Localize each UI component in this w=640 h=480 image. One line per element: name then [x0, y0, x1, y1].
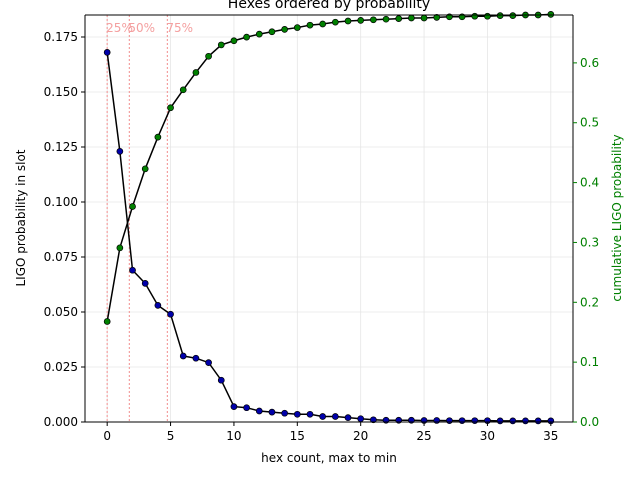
data-point-cumulative	[433, 14, 441, 21]
data-point-probability	[103, 49, 111, 56]
y2-axis-label: cumulative LIGO probability	[610, 134, 624, 301]
x-tick-label: 5	[167, 429, 175, 443]
data-point-cumulative	[255, 30, 263, 38]
data-point-cumulative	[281, 26, 288, 33]
data-point-probability	[217, 376, 225, 384]
data-point-cumulative	[395, 15, 403, 22]
data-point-cumulative	[116, 244, 124, 252]
series-line-cumulative	[106, 13, 551, 322]
y2-tick-label: 0.1	[580, 355, 599, 369]
y-tick-label: 0.000	[44, 415, 78, 429]
x-tick-label: 0	[103, 429, 111, 443]
data-point-probability	[344, 414, 352, 421]
data-point-probability	[205, 359, 212, 366]
data-point-probability	[534, 417, 542, 425]
data-point-probability	[509, 417, 517, 425]
data-point-probability	[154, 302, 162, 309]
y-axis-label: LIGO probability in slot	[14, 149, 28, 286]
data-point-cumulative	[293, 24, 301, 31]
data-point-probability	[268, 408, 276, 416]
data-point-cumulative	[129, 203, 136, 210]
y2-tick-label: 0.4	[580, 176, 599, 190]
percentile-label: 75%	[166, 21, 193, 35]
data-point-cumulative	[141, 165, 149, 173]
data-point-probability	[167, 310, 174, 318]
data-point-probability	[433, 417, 441, 424]
x-tick-label: 20	[353, 429, 368, 443]
data-point-cumulative	[344, 17, 352, 25]
x-tick-label: 15	[290, 429, 305, 443]
data-point-cumulative	[306, 21, 314, 29]
data-point-cumulative	[230, 37, 238, 45]
data-point-probability	[243, 404, 250, 412]
x-tick-label: 35	[543, 429, 558, 443]
data-point-probability	[496, 417, 504, 425]
data-point-probability	[293, 410, 301, 418]
data-point-probability	[141, 280, 149, 287]
y-tick-label: 0.125	[44, 140, 78, 154]
plot-area: 25%50% 75% 0 5 10 15 20 25 30 35 0.000 0.025 0.050 0.…	[44, 11, 599, 443]
y2-tick-label: 0.0	[580, 415, 599, 429]
data-point-probability	[192, 354, 200, 362]
data-point-cumulative	[382, 15, 390, 23]
x-tick-label: 30	[480, 429, 495, 443]
data-point-cumulative	[471, 12, 479, 20]
data-point-cumulative	[408, 14, 415, 22]
data-point-probability	[281, 409, 288, 417]
data-point-cumulative	[154, 133, 162, 141]
data-point-cumulative	[319, 20, 327, 28]
data-point-cumulative	[370, 16, 377, 24]
data-point-cumulative	[547, 11, 555, 18]
data-point-cumulative	[509, 12, 517, 19]
data-point-probability	[255, 407, 263, 415]
y-tick-label: 0.175	[44, 30, 78, 44]
data-point-probability	[370, 416, 377, 424]
data-point-cumulative	[268, 28, 276, 36]
data-point-probability	[446, 417, 453, 425]
y-tick-label: 0.075	[44, 250, 78, 264]
data-point-cumulative	[192, 69, 200, 76]
data-point-cumulative	[357, 17, 365, 24]
y-tick-label: 0.150	[44, 85, 78, 99]
data-point-cumulative	[205, 52, 212, 60]
x-axis-label: hex count, max to min	[261, 451, 397, 465]
x-tick-label: 10	[226, 429, 241, 443]
data-point-cumulative	[331, 18, 339, 26]
data-point-cumulative	[420, 14, 428, 22]
data-point-probability	[471, 417, 479, 425]
data-point-cumulative	[496, 12, 504, 19]
data-point-probability	[522, 417, 529, 425]
data-point-probability	[331, 413, 339, 420]
data-point-probability	[179, 352, 187, 360]
data-point-cumulative	[484, 12, 491, 20]
data-point-probability	[357, 415, 365, 423]
data-point-cumulative	[243, 33, 250, 41]
data-point-cumulative	[103, 318, 111, 325]
data-point-cumulative	[217, 41, 225, 49]
y-tick-label: 0.050	[44, 305, 78, 319]
chart-title: Hexes ordered by probability	[228, 0, 430, 12]
percentile-label: 50%	[128, 21, 155, 35]
data-point-probability	[116, 148, 124, 155]
data-point-probability	[458, 417, 466, 425]
data-point-cumulative	[167, 104, 174, 112]
y2-tick-label: 0.3	[580, 235, 599, 249]
data-point-probability	[230, 403, 238, 410]
data-point-cumulative	[179, 86, 187, 94]
x-tick-label: 25	[416, 429, 431, 443]
y2-tick-label: 0.2	[580, 295, 599, 309]
percentile-label: 25%	[106, 21, 133, 35]
y2-tick-label: 0.6	[580, 56, 599, 70]
y-tick-label: 0.025	[44, 360, 78, 374]
y2-tick-label: 0.5	[580, 116, 599, 130]
y-tick-label: 0.100	[44, 195, 78, 209]
data-point-probability	[306, 410, 314, 418]
data-point-probability	[129, 266, 136, 274]
data-point-probability	[319, 413, 327, 420]
